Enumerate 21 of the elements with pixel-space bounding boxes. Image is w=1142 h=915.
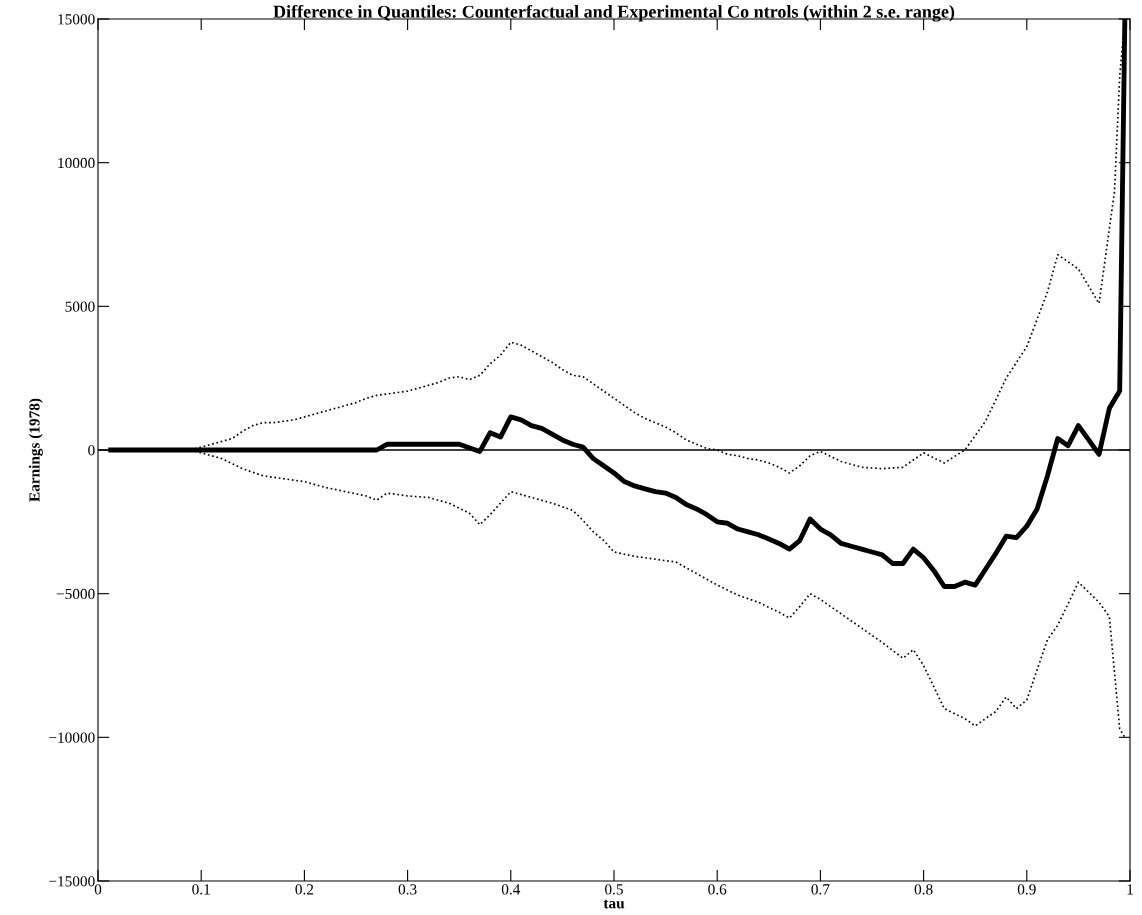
y-axis-title: Earnings (1978) (28, 398, 43, 502)
x-tick-label: 0.5 (605, 884, 623, 895)
y-tick-label: 10000 (58, 157, 95, 169)
y-tick-label: 0 (88, 445, 95, 456)
y-tick-label: 15000 (58, 14, 95, 25)
x-tick-label: 0 (94, 884, 102, 895)
y-tick-label: 5000 (65, 301, 95, 312)
chart-title: Difference in Quantiles: Counterfactual and Experimental Co ntrols (within 2 s.e. range) (273, 4, 955, 22)
x-tick-label: 0.3 (398, 884, 417, 895)
x-tick-label: 1 (1127, 884, 1133, 895)
y-tick-label: −5000 (56, 588, 95, 600)
x-tick-label: 0.1 (192, 884, 210, 895)
x-tick-label: 0.9 (1017, 884, 1036, 895)
x-tick-label: 0.6 (708, 884, 727, 895)
x-tick-label: 0.4 (501, 884, 521, 895)
y-tick-label: −15000 (49, 876, 95, 887)
x-tick-label: 0.2 (295, 884, 314, 895)
y-tick-label: −10000 (49, 732, 95, 743)
x-tick-label: 0.7 (811, 884, 830, 895)
x-axis-title: tau (603, 899, 625, 909)
x-tick-label: 0.8 (914, 884, 933, 895)
